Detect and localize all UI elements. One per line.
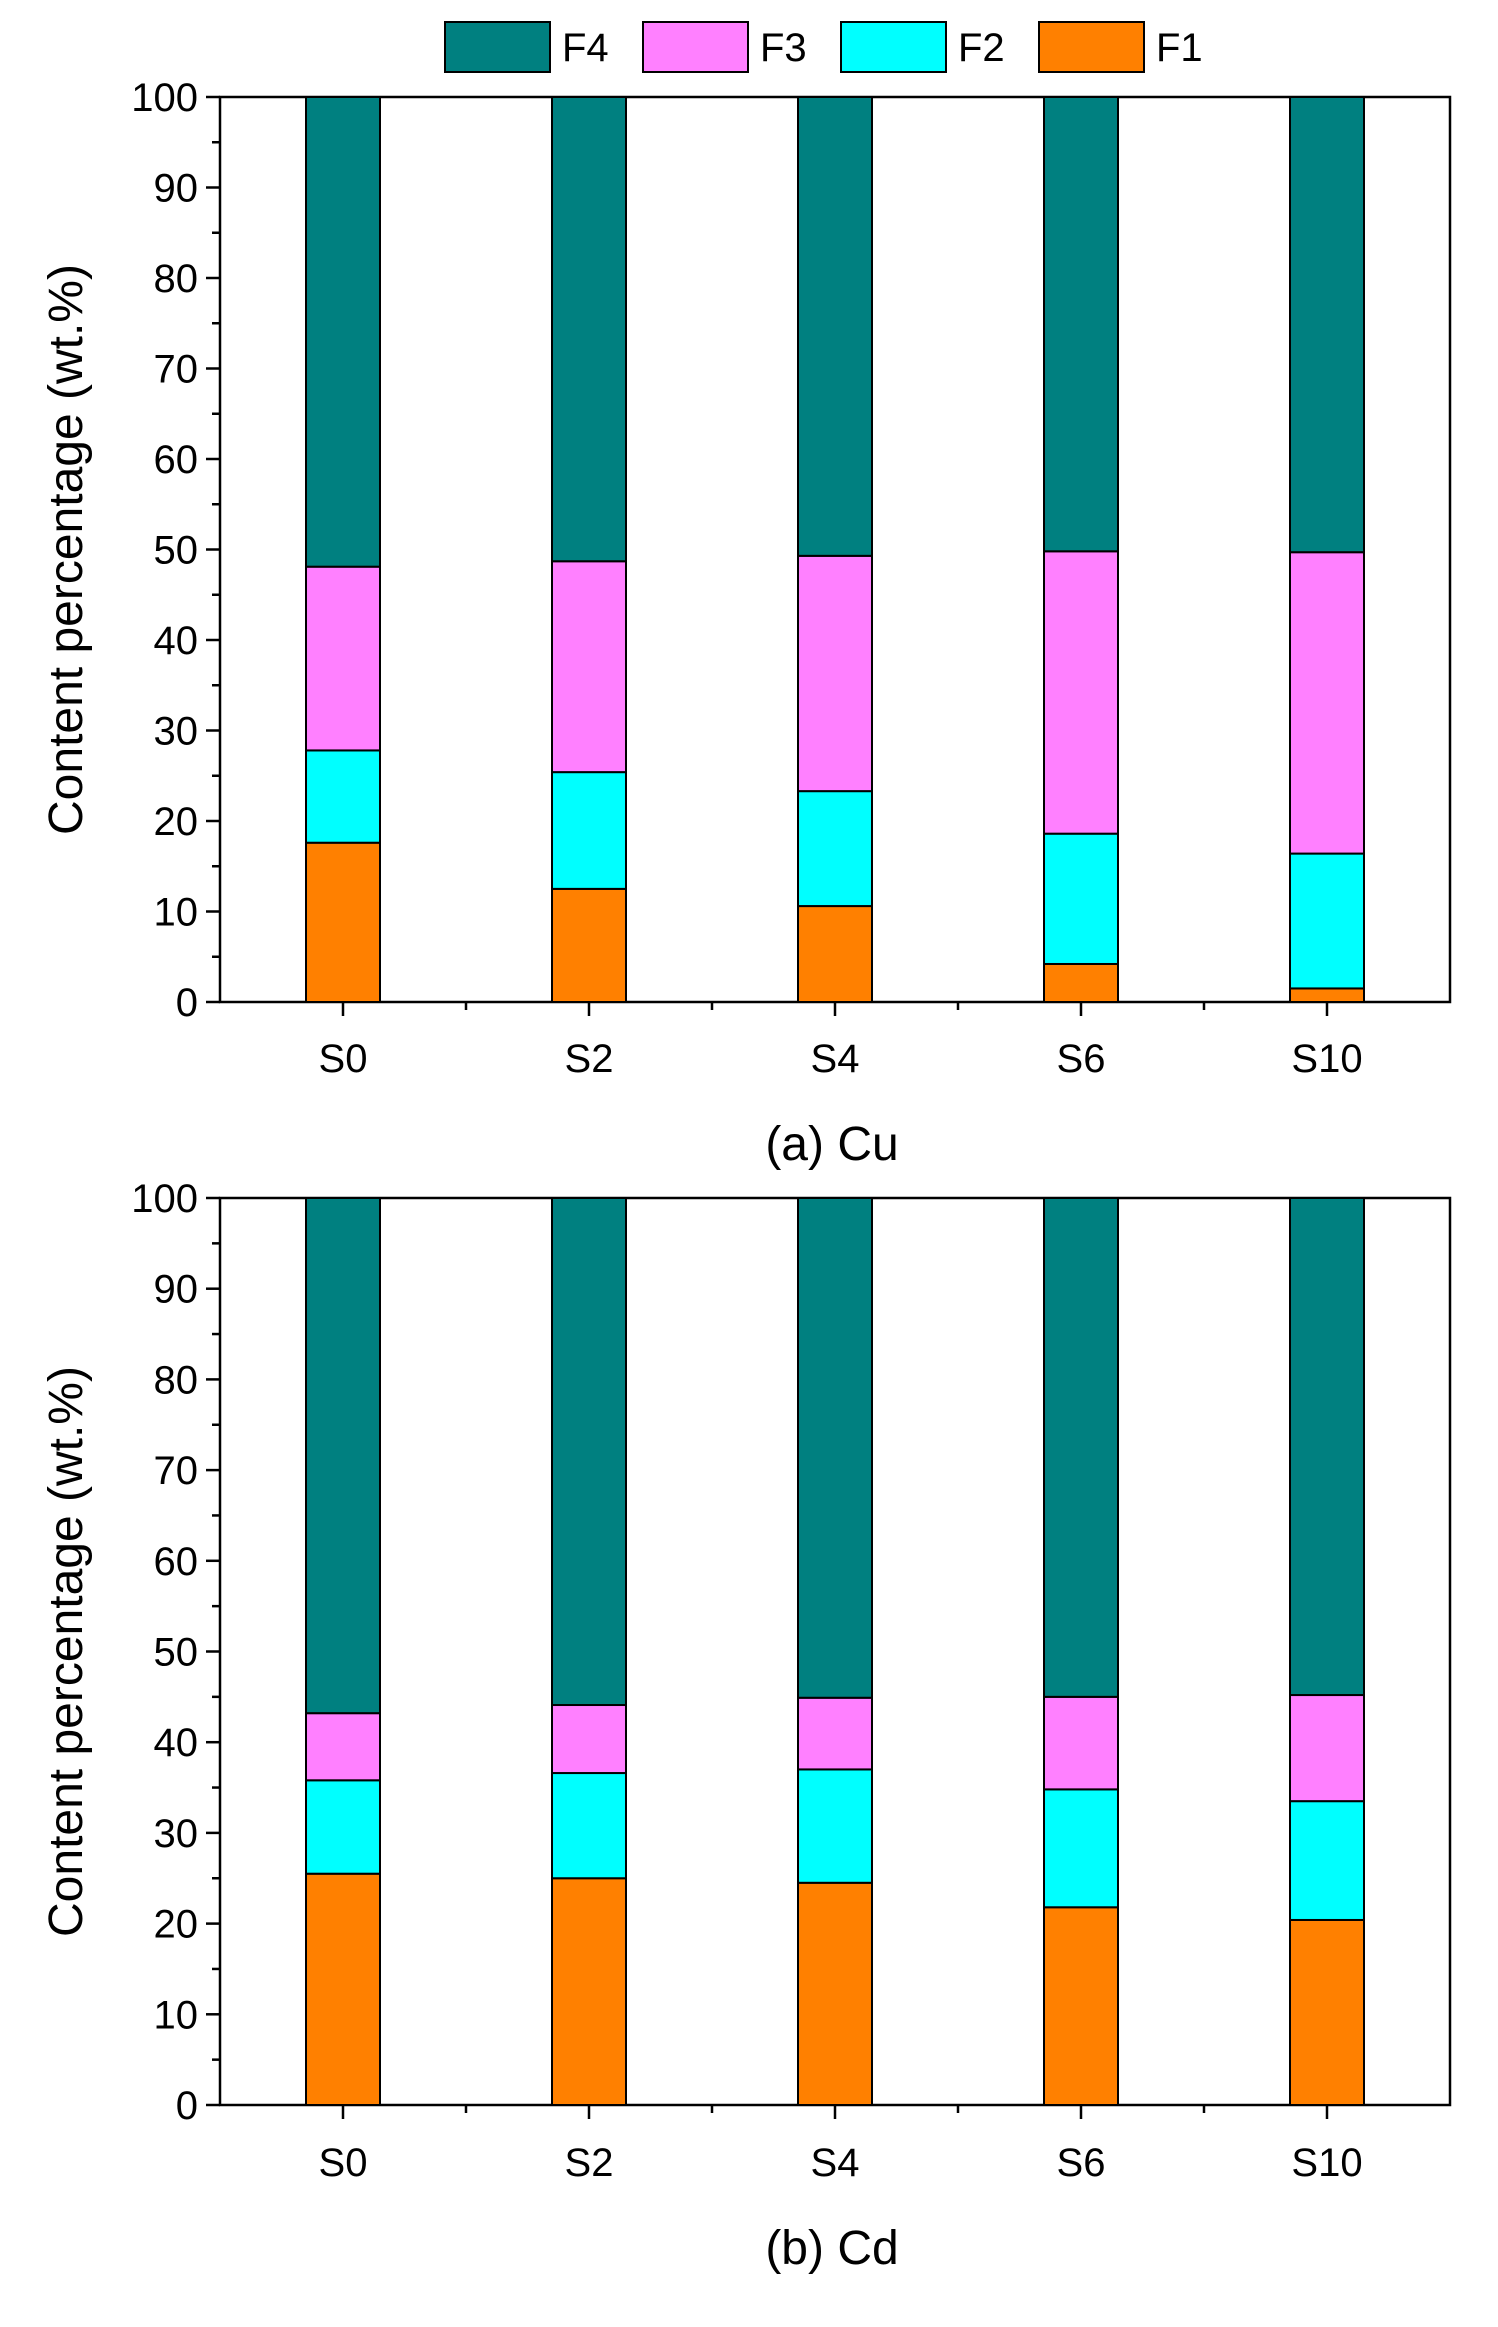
chart-cd: 0 10 20 30 40 50 60 70 80 90 100 Content percentage… [40,1177,1452,2275]
y-tick-label: 30 [154,710,199,754]
bar-s6-f1 [1043,962,1119,1003]
bar-s6-f3 [1043,550,1119,835]
y-tick-label: 40 [154,1721,199,1765]
bar-s2-f4 [551,1197,627,1707]
legend-label-f3: F3 [760,26,807,70]
y-tick-label: 90 [154,1268,199,1312]
panel-caption-cu: (a) Cu [765,1118,898,1171]
bar-s0-f3 [305,1712,381,1782]
bar-s10-f3 [1289,1694,1365,1803]
y-tick-label: 90 [154,167,199,211]
bar-s2-f2 [551,1772,627,1880]
legend: F4 F3 F2 F1 [444,21,1203,73]
y-tick-label: 40 [154,619,199,663]
legend-swatch-f3 [642,21,749,73]
bar-s10-f1 [1289,1918,1365,2107]
bar-s0-f4 [305,1197,381,1715]
bar-s0-f1 [305,841,381,1003]
y-tick-label: 70 [154,348,199,392]
panel-caption-cd: (b) Cd [765,2222,898,2275]
bar-s0-f1 [305,1872,381,2106]
bar-s6-f2 [1043,832,1119,965]
bar-s10-f4 [1289,96,1365,554]
y-tick-label: 10 [154,1993,199,2037]
chart-cu: 0 10 20 30 40 50 60 70 80 90 100 Content percentage… [40,76,1452,1171]
x-tick-label: S6 [1057,2141,1106,2185]
bar-s2-f2 [551,771,627,890]
x-tick-label: S2 [565,1037,614,1081]
bar-s10-f2 [1289,1800,1365,1921]
legend-swatch-f4 [444,21,551,73]
x-tick-label: S4 [811,2141,860,2185]
x-tick-label: S4 [811,1037,860,1081]
y-tick-label: 80 [154,1358,199,1402]
bar-s2-f1 [551,1877,627,2106]
y-tick-label: 100 [131,76,198,120]
legend-label-f1: F1 [1156,26,1203,70]
x-tick-label: S10 [1291,1037,1362,1081]
x-tick-label: S0 [319,2141,368,2185]
y-tick-label: 60 [154,1540,199,1584]
bar-s10-f3 [1289,551,1365,855]
bar-s10-f1 [1289,987,1365,1003]
bar-s0-f2 [305,1779,381,1875]
bar-s4-f2 [797,790,873,908]
x-tick-label: S6 [1057,1037,1106,1081]
y-tick-label: 80 [154,257,199,301]
y-tick-label: 0 [176,981,198,1025]
x-tick-label: S10 [1291,2141,1362,2185]
bar-s0-f3 [305,565,381,752]
y-axis-title: Content percentage (wt.%) [40,264,93,835]
bar-s10-f4 [1289,1197,1365,1697]
bar-s4-f3 [797,1696,873,1771]
bar-s0-f2 [305,749,381,844]
bar-s2-f4 [551,96,627,563]
y-tick-label: 100 [131,1177,198,1221]
x-tick-label: S0 [319,1037,368,1081]
bar-s0-f4 [305,96,381,568]
y-tick-label: 10 [154,891,199,935]
bar-s6-f4 [1043,96,1119,553]
y-tick-label: 50 [154,1631,199,1675]
legend-label-f4: F4 [562,26,609,70]
bar-s4-f4 [797,96,873,557]
legend-swatch-f1 [1038,21,1145,73]
bar-s2-f3 [551,560,627,774]
legend-swatch-f2 [840,21,947,73]
bar-s2-f1 [551,887,627,1003]
bar-s4-f1 [797,1881,873,2107]
y-tick-label: 50 [154,529,199,573]
y-tick-label: 70 [154,1449,199,1493]
y-tick-label: 20 [154,800,199,844]
y-axis-title: Content percentage (wt.%) [40,1366,93,1937]
y-tick-label: 0 [176,2084,198,2128]
bar-s6-f1 [1043,1906,1119,2107]
bar-s4-f1 [797,905,873,1004]
bar-s6-f4 [1043,1197,1119,1698]
bar-s4-f4 [797,1197,873,1699]
bar-s4-f2 [797,1768,873,1884]
bar-s4-f3 [797,554,873,793]
y-tick-label: 30 [154,1812,199,1856]
legend-label-f2: F2 [958,26,1005,70]
bar-s2-f3 [551,1704,627,1775]
bar-s10-f2 [1289,852,1365,990]
bar-s6-f2 [1043,1788,1119,1909]
x-tick-label: S2 [565,2141,614,2185]
y-tick-label: 20 [154,1903,199,1947]
bar-s6-f3 [1043,1695,1119,1791]
y-tick-label: 60 [154,438,199,482]
